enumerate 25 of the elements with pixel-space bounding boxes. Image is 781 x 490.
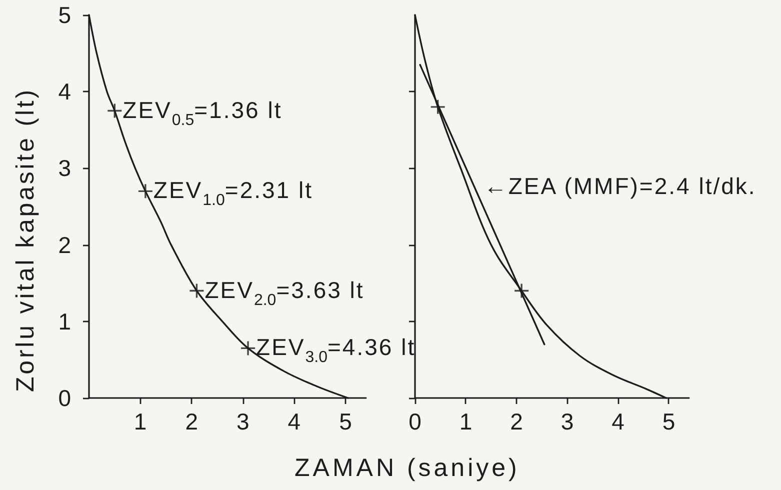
x-tick-label: 2	[510, 408, 523, 434]
y-axis-title: Zorlu vital kapasite (lt)	[11, 87, 40, 392]
y-tick-label: 2	[58, 232, 71, 258]
x-tick-label: 3	[236, 408, 250, 434]
x-tick-label: 4	[612, 408, 625, 434]
x-tick-label: 5	[662, 408, 676, 434]
annotation: ZEV$_{1.0}$=2.31 lt	[153, 177, 313, 210]
y-tick-label: 3	[58, 155, 71, 182]
x-tick-label: 1	[134, 408, 147, 434]
x-axis-title: ZAMAN (saniye)	[294, 454, 520, 482]
x-tick-label: 1	[459, 408, 472, 434]
y-tick-label: 4	[58, 78, 72, 105]
y-tick-label: 5	[58, 2, 71, 28]
x-tick-label: 5	[339, 408, 352, 434]
annotation: ZEV$_{3.0}$=4.36 lt	[256, 334, 416, 366]
y-tick-label: 1	[58, 308, 71, 334]
x-tick-label: 2	[185, 408, 198, 434]
y-tick-label: 0	[58, 385, 71, 411]
annotation: ZEV$_{2.0}$=3.63 lt	[204, 276, 364, 309]
x-tick-label: 0	[408, 408, 422, 434]
annotation: ←ZEA (MMF)=2.4 lt/dk.	[484, 173, 756, 200]
x-tick-label: 3	[560, 408, 574, 434]
annotation: ZEV$_{0.5}$=1.36 lt	[122, 96, 282, 129]
x-tick-label: 4	[288, 408, 301, 434]
point	[241, 341, 256, 356]
